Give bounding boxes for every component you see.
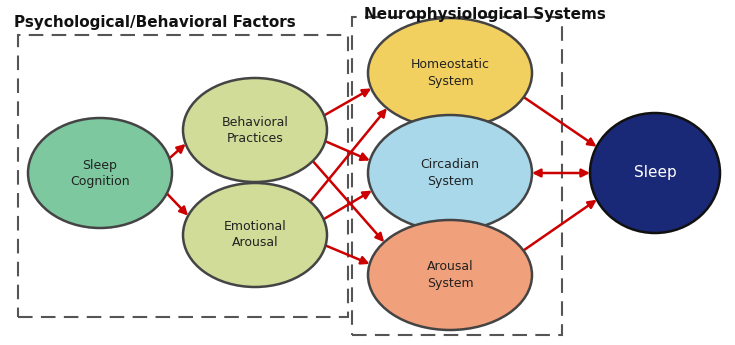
- Ellipse shape: [368, 18, 532, 128]
- Text: Emotional
Arousal: Emotional Arousal: [223, 220, 287, 249]
- Text: Circadian
System: Circadian System: [420, 158, 479, 187]
- Text: Behavioral
Practices: Behavioral Practices: [221, 116, 288, 145]
- Text: Neurophysiological Systems: Neurophysiological Systems: [364, 7, 606, 22]
- Text: Homeostatic
System: Homeostatic System: [411, 59, 490, 88]
- Ellipse shape: [368, 115, 532, 231]
- Text: Psychological/Behavioral Factors: Psychological/Behavioral Factors: [14, 15, 296, 30]
- Ellipse shape: [183, 183, 327, 287]
- Ellipse shape: [590, 113, 720, 233]
- Text: Sleep: Sleep: [634, 166, 676, 180]
- Bar: [18, 35, 348, 317]
- Text: Arousal
System: Arousal System: [427, 260, 473, 289]
- Ellipse shape: [183, 78, 327, 182]
- Text: Sleep
Cognition: Sleep Cognition: [70, 158, 130, 187]
- Bar: [352, 17, 562, 335]
- Ellipse shape: [28, 118, 172, 228]
- Ellipse shape: [368, 220, 532, 330]
